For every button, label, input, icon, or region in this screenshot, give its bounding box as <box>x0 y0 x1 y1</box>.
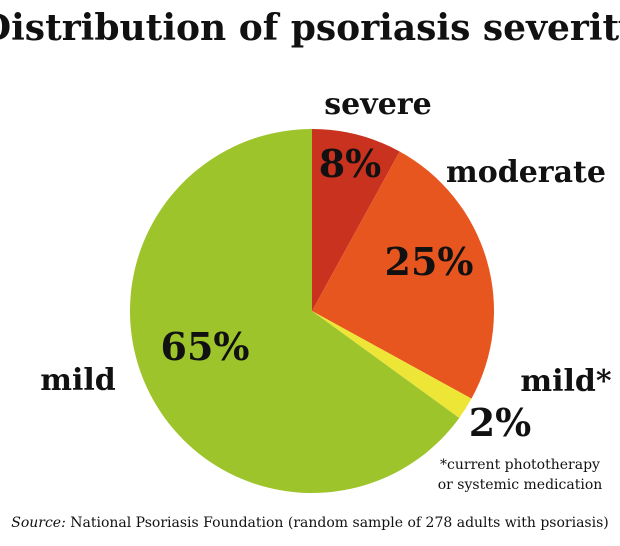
value-label-mild-star: 2% <box>469 400 532 445</box>
pie-slice-mild-star <box>312 311 472 418</box>
chart-title: Distribution of psoriasis severity <box>0 7 620 49</box>
label-mild-star: mild* <box>520 364 612 399</box>
footnote-line-1: *current phototherapy <box>440 457 600 473</box>
pie-slice-moderate <box>312 151 495 399</box>
pie-slice-severe <box>312 129 400 311</box>
pie-slices <box>130 129 495 494</box>
label-mild: mild <box>40 363 116 398</box>
footnote-line-2: or systemic medication <box>438 477 603 493</box>
label-moderate: moderate <box>446 155 606 190</box>
source-text: National Psoriasis Foundation (random sa… <box>66 515 609 531</box>
value-label-severe: 8% <box>319 141 382 186</box>
source-prefix: Source: <box>11 515 66 531</box>
label-severe: severe <box>324 87 431 122</box>
value-label-moderate: 25% <box>385 239 474 284</box>
pie-slice-mild <box>130 129 460 494</box>
value-label-mild: 65% <box>161 324 250 369</box>
source-line: Source: National Psoriasis Foundation (r… <box>11 515 609 531</box>
